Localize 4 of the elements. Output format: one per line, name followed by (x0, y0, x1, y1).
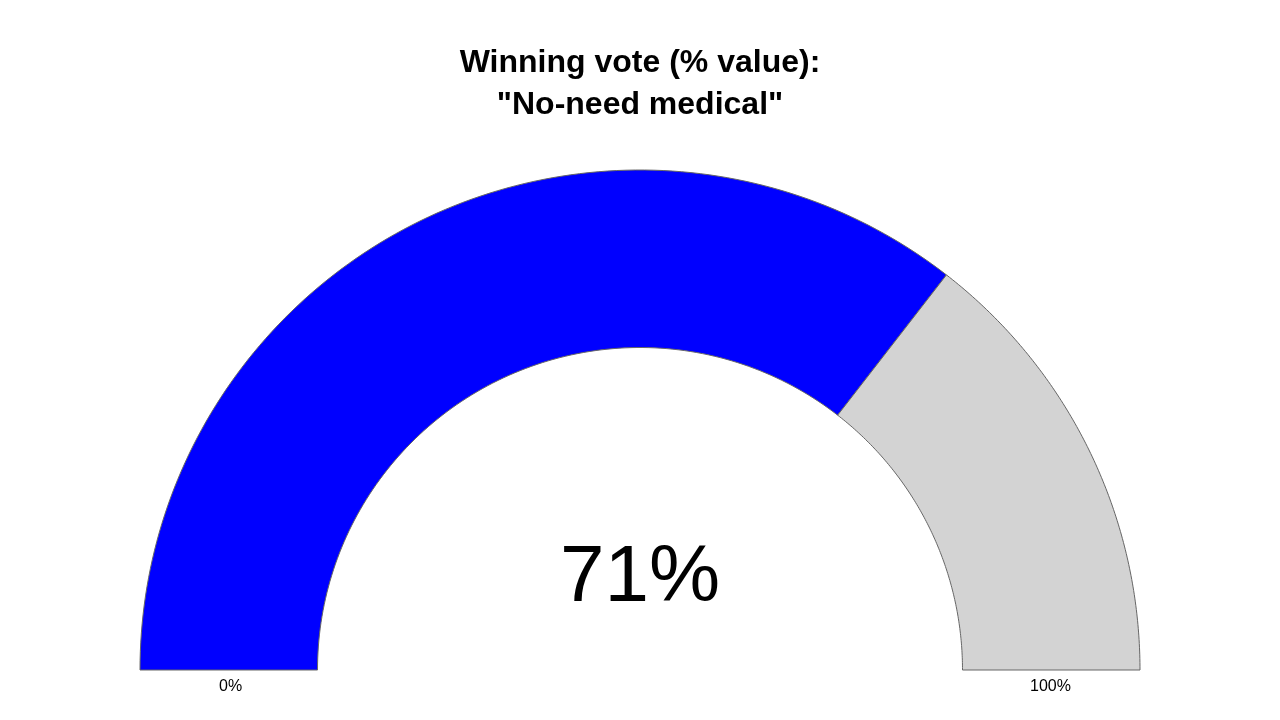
text: 100% (1030, 677, 1071, 694)
text: 0% (219, 677, 243, 694)
chart-title: Winning vote (% value): "No-need medical" (459, 43, 821, 121)
text: 71% (560, 529, 721, 618)
